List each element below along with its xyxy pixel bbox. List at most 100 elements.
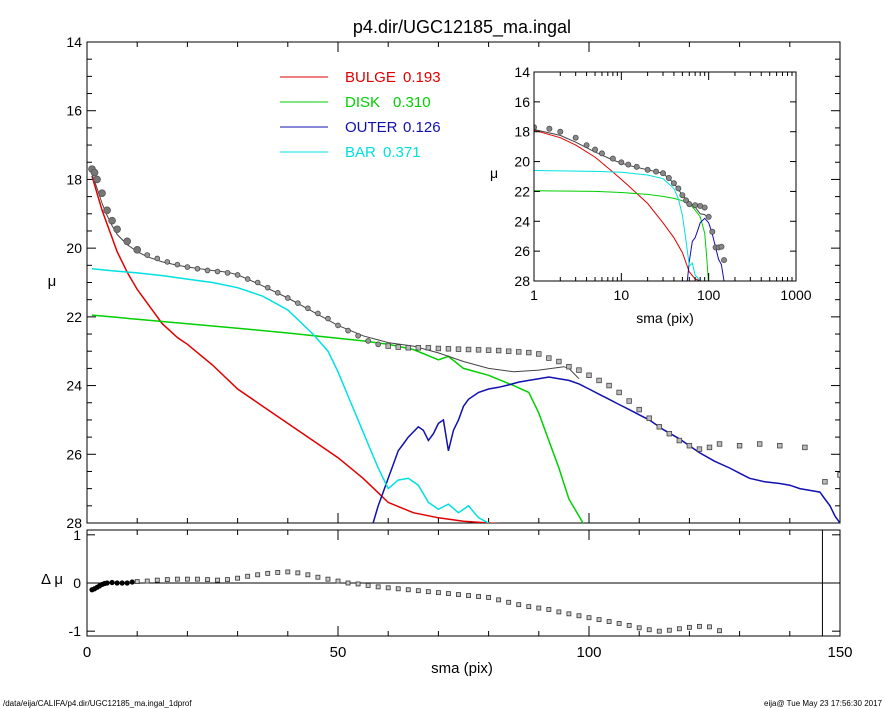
inset-series-line-outer [686,217,725,281]
observed-point [526,349,532,356]
observed-point [274,290,281,296]
observed-point [536,351,542,357]
observed-point [224,270,231,276]
chart-title: p4.dir/UGC12185_ma.ingal [353,17,571,38]
observed-point [425,345,432,351]
residual-point [305,572,311,578]
residual-point [114,580,120,586]
main-profile-panel: p4.dir/UGC12185_ma.ingal 14 16 18 20 22 24 26 2… [48,17,841,531]
observed-point [405,345,411,351]
observed-point [108,216,116,225]
observed-point [646,415,652,421]
observed-point [103,206,111,215]
observed-point [505,348,512,354]
residual-point [154,577,160,583]
residual-point [526,604,532,610]
inset-observed-point [609,155,616,162]
observed-point [113,225,121,234]
inset-x-tick-label: 1000 [780,287,811,303]
observed-point [234,272,241,278]
legend: BULGE 0.193 DISK 0.310 OUTER 0.126 BAR 0.371 [280,69,441,161]
residual-point [325,576,331,582]
observed-point [98,189,106,197]
residual-axis-ticks [86,530,841,636]
inset-y-tick-label: 18 [514,124,530,140]
residual-point [415,588,421,594]
x-tick-label: 50 [330,644,347,661]
inset-observed-point [679,192,686,199]
residual-point [119,580,125,586]
observed-point [355,332,361,339]
observed-point [686,442,693,449]
y-tick-label: 20 [66,240,82,256]
residual-point [144,578,150,584]
observed-point [596,377,602,384]
residual-point [395,586,401,592]
residual-point [666,627,672,633]
observed-point [395,344,401,350]
inset-observed-point [701,204,708,211]
observed-point [264,284,271,291]
observed-point [415,345,422,351]
residual-point [405,587,411,593]
inset-y-tick-label: 24 [514,213,530,229]
observed-point [133,246,142,254]
observed-point [455,346,462,352]
legend-value-bar: 0.371 [383,144,421,161]
residual-point [225,577,230,583]
inset-observed-point [633,163,640,170]
legend-label-outer: OUTER [345,119,398,136]
residual-point [375,584,381,590]
inset-observed-point [721,257,727,264]
inset-observed-point [675,185,682,192]
residual-point [124,580,130,586]
residual-point [446,591,451,596]
inset-observed-point [653,168,660,175]
observed-point [696,446,703,452]
observed-point [214,268,221,275]
inset-observed-point [718,243,725,250]
residual-point [164,577,170,583]
inset-observed-point [572,134,579,141]
observed-point [345,327,351,334]
inset-observed-point [705,213,712,220]
residual-point [566,611,572,617]
residual-point [275,570,281,575]
residual-y-tick-label: 0 [73,575,81,591]
residual-point [516,602,522,608]
inset-y-axis-label: μ [490,165,498,181]
observed-point [676,437,683,444]
footer-timestamp: eija@ Tue May 23 17:56:30 2017 [764,699,882,708]
observed-point [174,261,181,268]
inset-x-axis-label: sma (pix) [636,310,694,326]
y-tick-label: 18 [66,171,82,187]
residual-point [365,583,371,588]
observed-point [365,338,371,344]
residual-point [184,576,190,582]
observed-point [777,442,783,449]
inset-plot-frame [533,71,797,282]
inset-observed-point [665,175,672,181]
inset-axis-tick-labels: 14 16 18 20 22 24 26 281 10 100 1000 [514,64,811,303]
observed-point [606,382,612,389]
series-line-disk [91,314,584,523]
observed-point [154,255,161,262]
inset-observed-point [660,170,666,177]
y-tick-label: 26 [66,446,82,462]
observed-point [375,341,381,348]
inset-x-tick-label: 100 [697,287,721,303]
residual-point [174,576,180,582]
legend-label-bar: BAR [345,144,376,161]
main-axis-tick-labels: 14 16 18 20 22 24 26 28 [66,34,82,531]
observed-point [716,441,723,447]
residual-point [255,572,261,578]
residual-point [205,577,210,583]
residual-y-tick-label: 1 [73,527,81,543]
inset-observed-point [592,146,598,153]
observed-point [802,444,808,451]
legend-value-disk: 0.310 [393,94,431,111]
inset-observed-point [618,159,625,166]
inset-y-tick-label: 26 [514,243,530,259]
